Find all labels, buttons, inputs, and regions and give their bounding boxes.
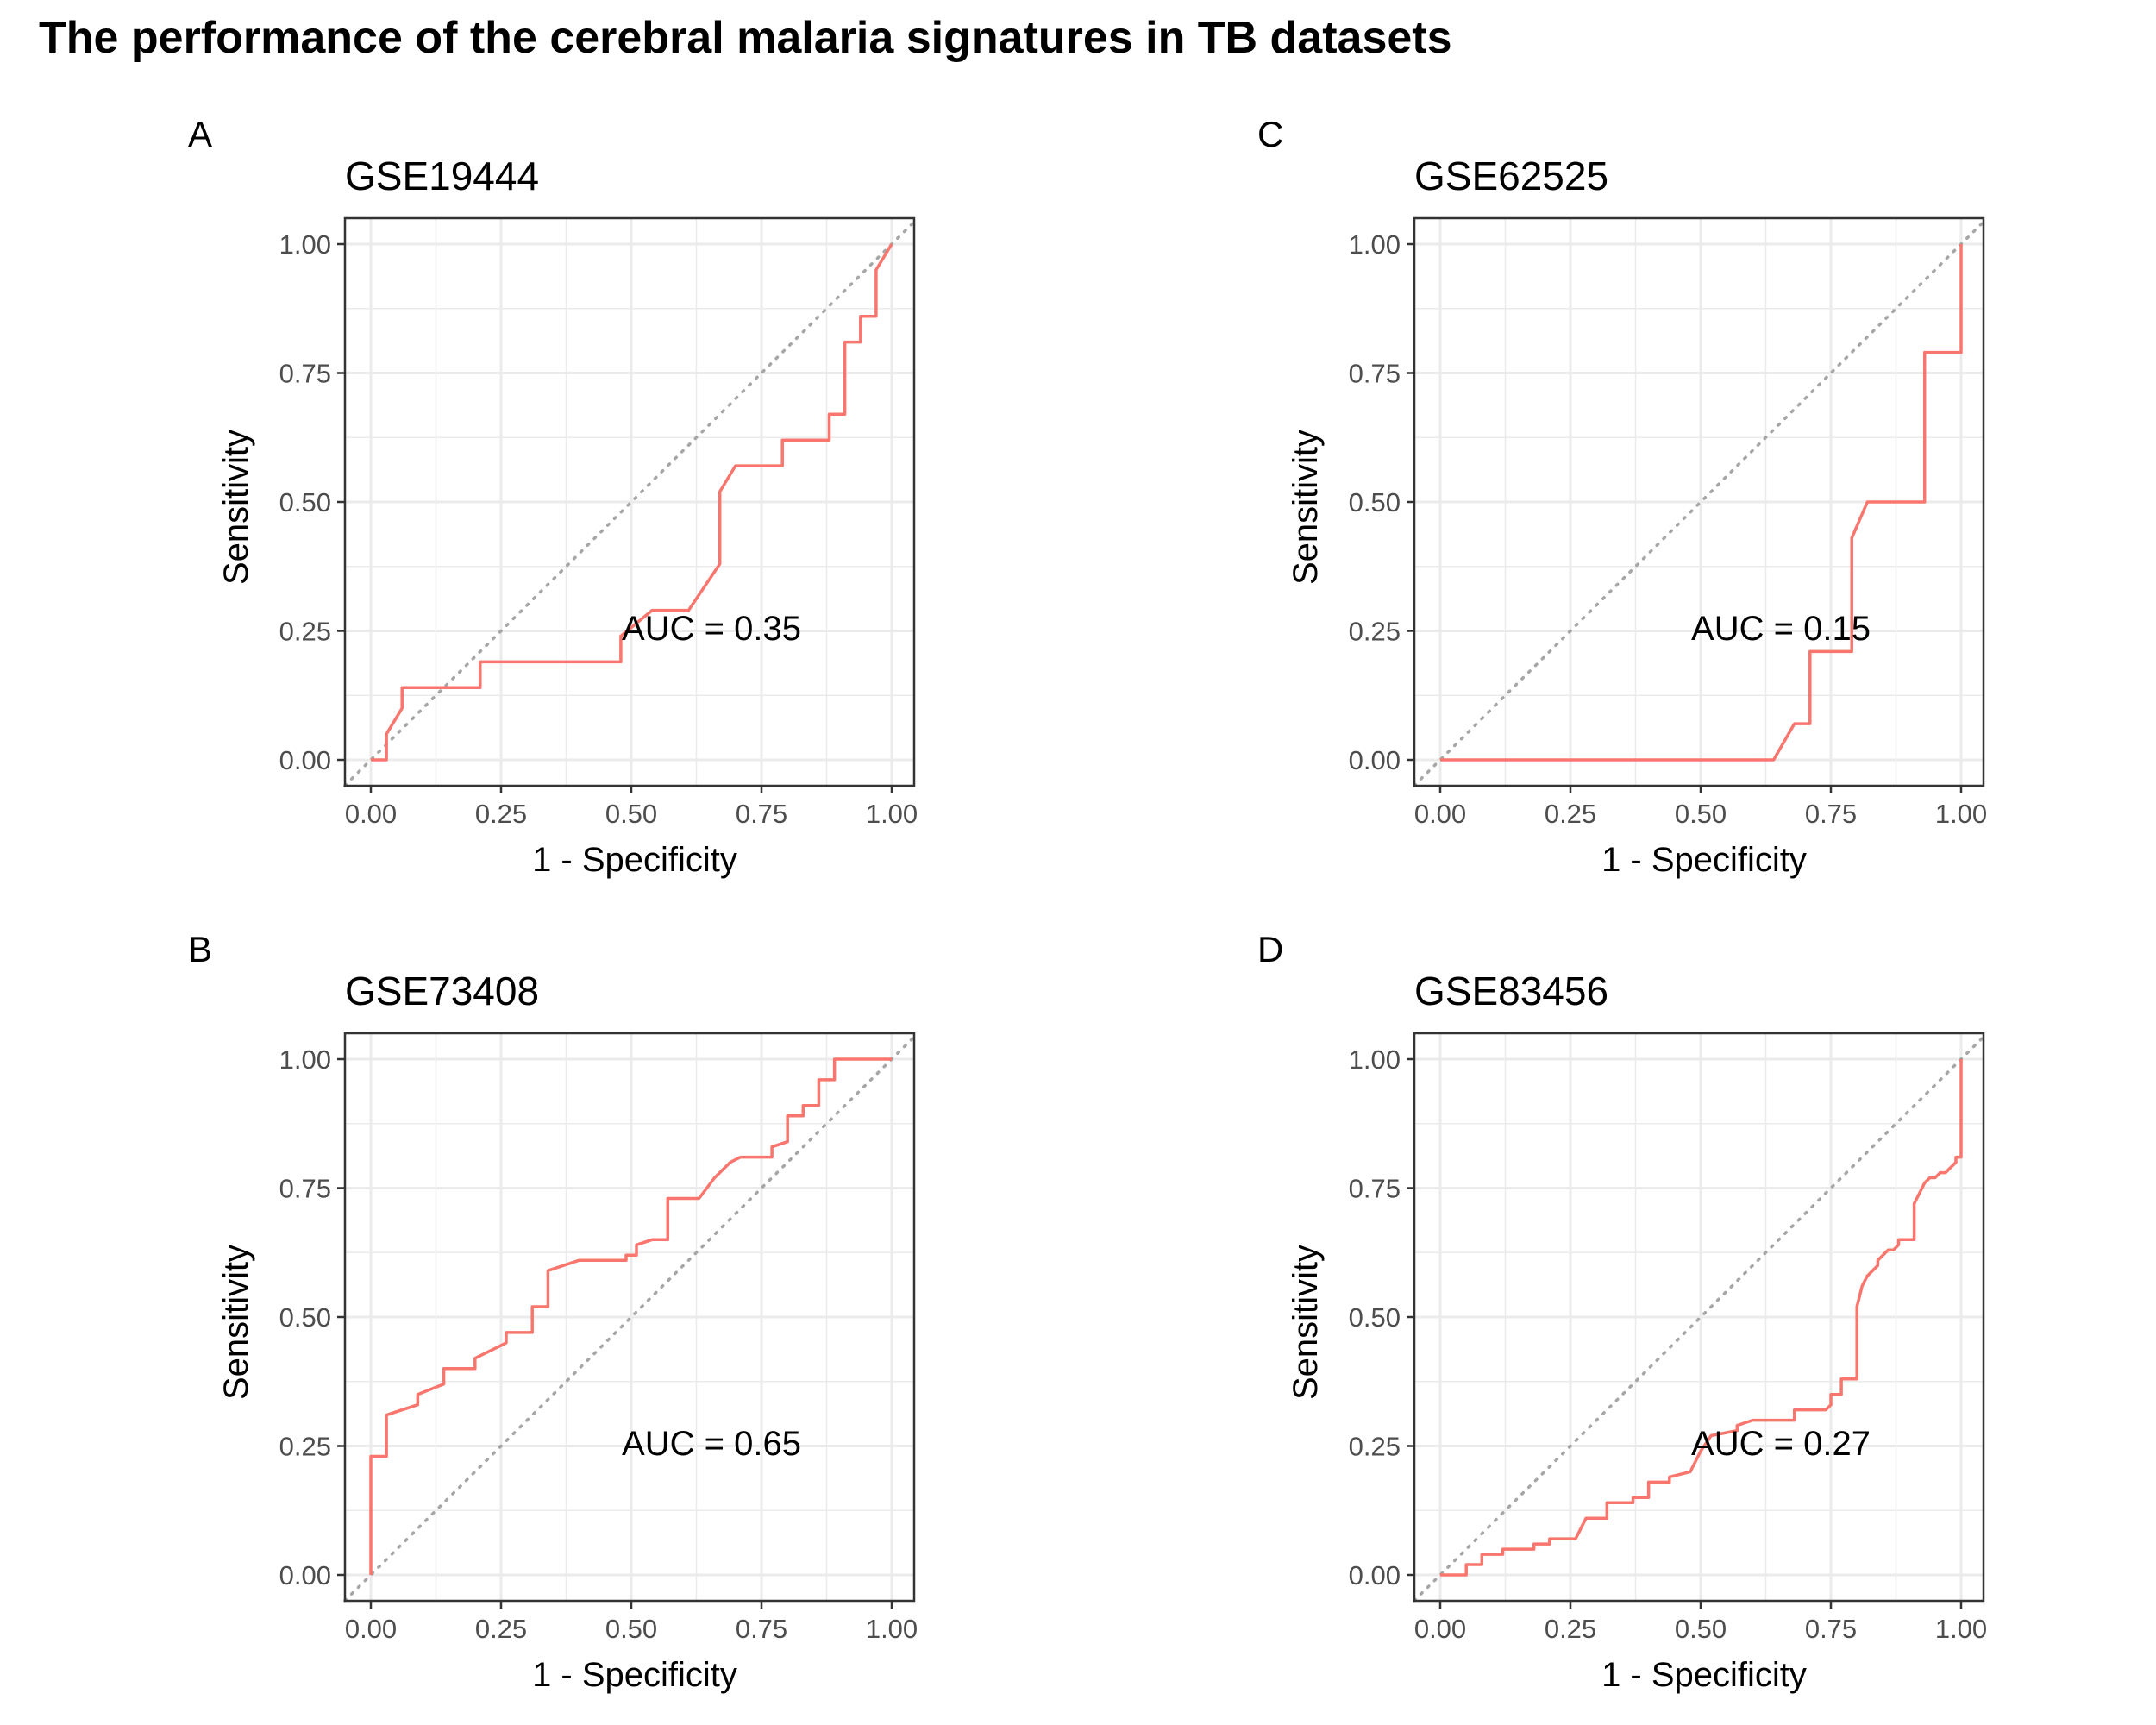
x-axis-label: 1 - Specificity [1601,841,1807,879]
panel-tag: B [188,929,212,969]
x-tick-label: 0.75 [1805,799,1857,829]
y-tick-label: 0.25 [1349,617,1401,647]
y-tick-label: 1.00 [279,229,331,260]
x-tick-label: 0.25 [475,799,527,829]
y-tick-label: 0.50 [279,487,331,518]
reference-diagonal [343,216,919,787]
panel-tag: D [1257,929,1283,969]
panel-title: GSE62525 [1414,154,1608,198]
y-tick-label: 0.50 [279,1302,331,1333]
x-tick-label: 0.50 [1675,1614,1727,1644]
roc-panel-gse62525: C GSE62525 Sensitivity 1 - Specificity 0… [1257,114,1989,879]
x-axis-label: 1 - Specificity [532,841,737,879]
y-tick-label: 1.00 [1349,229,1401,260]
roc-panel-gse83456: D GSE83456 Sensitivity 1 - Specificity 0… [1257,929,1989,1694]
auc-label: AUC = 0.65 [622,1425,801,1463]
y-axis-label: Sensitivity [1287,1245,1325,1400]
auc-label: AUC = 0.35 [622,610,801,648]
y-tick-label: 0.00 [1349,745,1401,775]
y-tick-label: 0.00 [279,745,331,775]
plot-area: 0.00 0.25 0.50 0.75 1.00 0.00 0.25 0.50 0.75 1.00 [279,216,919,829]
y-axis-label: Sensitivity [217,1245,255,1400]
roc-curve [369,1057,892,1575]
panel-title: GSE19444 [345,154,539,198]
y-tick-label: 0.75 [279,1174,331,1204]
auc-label: AUC = 0.27 [1691,1425,1871,1463]
roc-curve [1440,244,1963,762]
y-tick-label: 0.75 [1349,1174,1401,1204]
x-tick-label: 0.25 [475,1614,527,1644]
x-tick-label: 0.50 [1675,799,1727,829]
x-tick-label: 0.00 [1414,1614,1466,1644]
y-tick-label: 0.25 [279,1432,331,1462]
auc-label: AUC = 0.15 [1691,610,1871,648]
panel-title: GSE83456 [1414,969,1608,1013]
x-tick-label: 0.25 [1545,799,1596,829]
roc-curve [371,243,893,762]
x-tick-label: 0.00 [345,799,397,829]
y-tick-label: 1.00 [279,1044,331,1075]
y-tick-label: 0.00 [279,1560,331,1590]
roc-panel-gse19444: A GSE19444 Sensitivity 1 - Specificity 0… [188,114,919,879]
y-tick-label: 0.00 [1349,1560,1401,1590]
x-axis-label: 1 - Specificity [532,1656,737,1694]
x-tick-label: 0.50 [605,1614,657,1644]
roc-panel-gse73408: B GSE73408 Sensitivity 1 - Specificity 0… [188,929,919,1694]
y-tick-label: 1.00 [1349,1044,1401,1075]
plot-area: 0.00 0.25 0.50 0.75 1.00 0.00 0.25 0.50 0.75 1.00 [1349,1032,1989,1644]
y-axis-label: Sensitivity [1287,430,1325,585]
x-tick-label: 0.75 [736,1614,787,1644]
reference-diagonal [1413,1032,1989,1603]
x-tick-label: 0.00 [345,1614,397,1644]
y-tick-label: 0.25 [1349,1432,1401,1462]
panel-tag: C [1257,114,1283,154]
plot-area: 0.00 0.25 0.50 0.75 1.00 0.00 0.25 0.50 0.75 1.00 [279,1032,919,1644]
x-tick-label: 0.75 [736,799,787,829]
reference-diagonal [343,1032,919,1603]
figure-title: The performance of the cerebral malaria … [39,13,1452,63]
x-axis-label: 1 - Specificity [1601,1656,1807,1694]
x-tick-label: 0.00 [1414,799,1466,829]
x-tick-label: 1.00 [866,799,918,829]
x-tick-label: 1.00 [866,1614,918,1644]
y-tick-label: 0.50 [1349,1302,1401,1333]
panel-tag: A [188,114,212,154]
y-tick-label: 0.50 [1349,487,1401,518]
y-tick-label: 0.75 [279,359,331,389]
y-tick-label: 0.75 [1349,359,1401,389]
x-tick-label: 0.25 [1545,1614,1596,1644]
x-tick-label: 0.75 [1805,1614,1857,1644]
y-tick-label: 0.25 [279,617,331,647]
y-axis-label: Sensitivity [217,430,255,585]
panel-title: GSE73408 [345,969,539,1013]
x-tick-label: 1.00 [1935,1614,1987,1644]
plot-area: 0.00 0.25 0.50 0.75 1.00 0.00 0.25 0.50 0.75 1.00 [1349,216,1989,829]
x-tick-label: 0.50 [605,799,657,829]
reference-diagonal [1413,216,1989,787]
x-tick-label: 1.00 [1935,799,1987,829]
roc-curve [1440,1059,1963,1577]
